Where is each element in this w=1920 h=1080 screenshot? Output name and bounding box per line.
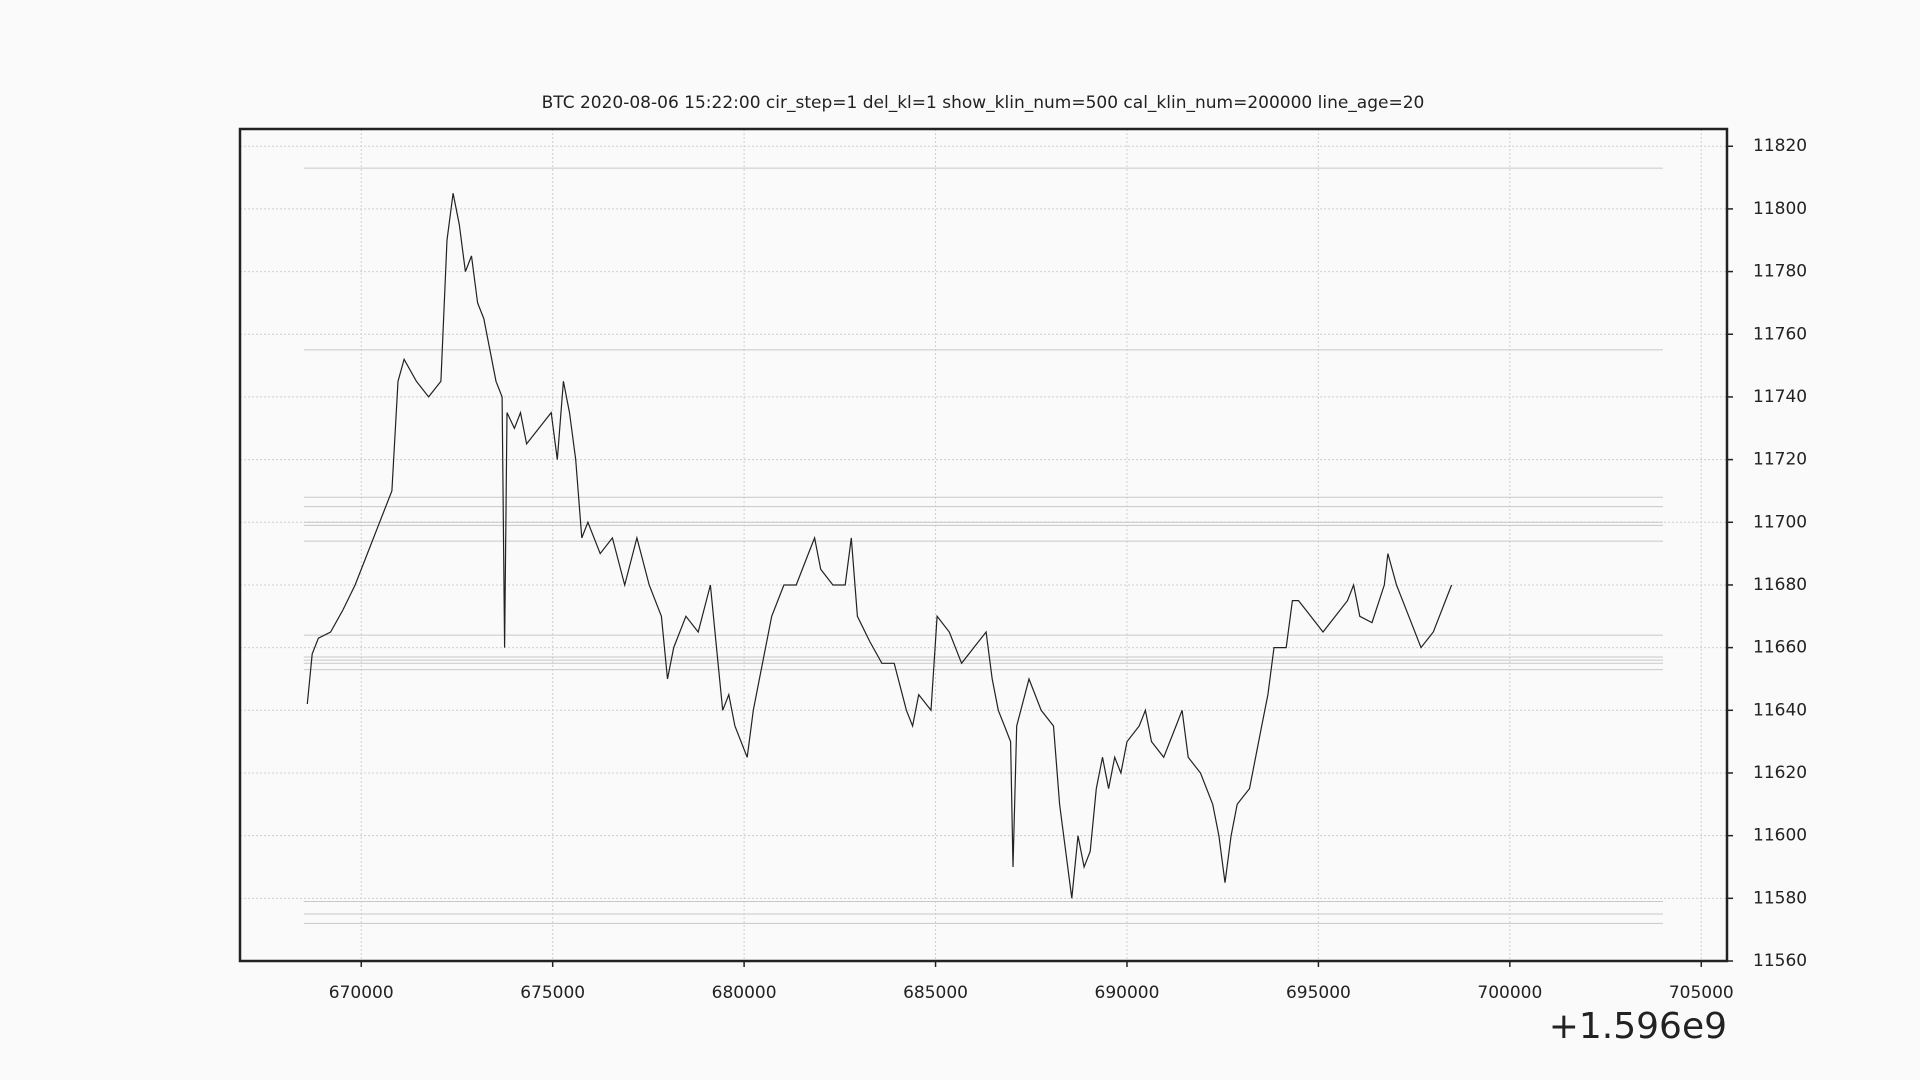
y-tick-label: 11660 xyxy=(1753,638,1807,658)
y-tick-label: 11820 xyxy=(1753,136,1807,156)
x-tick-label: 705000 xyxy=(1669,983,1734,1003)
chart-title: BTC 2020-08-06 15:22:00 cir_step=1 del_k… xyxy=(542,93,1425,113)
y-tick-label: 11600 xyxy=(1753,826,1807,846)
y-tick-label: 11620 xyxy=(1753,763,1807,783)
y-tick-label: 11700 xyxy=(1753,512,1807,532)
y-tick-label: 11580 xyxy=(1753,888,1807,908)
x-tick-label: 695000 xyxy=(1286,983,1351,1003)
x-tick-label: 690000 xyxy=(1095,983,1160,1003)
y-tick-label: 11760 xyxy=(1753,324,1807,344)
y-tick-label: 11720 xyxy=(1753,450,1807,470)
plot-frame xyxy=(238,127,1729,963)
x-tick-label: 670000 xyxy=(329,983,394,1003)
y-tick-label: 11640 xyxy=(1753,700,1807,720)
y-tick-label: 11740 xyxy=(1753,387,1807,407)
x-tick-label: 700000 xyxy=(1477,983,1542,1003)
y-tick-label: 11780 xyxy=(1753,262,1807,282)
x-tick-label: 685000 xyxy=(903,983,968,1003)
price-line xyxy=(306,193,1453,899)
y-tick-label: 11680 xyxy=(1753,575,1807,595)
x-tick-label: 675000 xyxy=(520,983,585,1003)
y-tick-label: 11800 xyxy=(1753,199,1807,219)
x-offset-label: +1.596e9 xyxy=(1549,1006,1727,1047)
x-tick-label: 680000 xyxy=(712,983,777,1003)
y-tick-label: 11560 xyxy=(1753,951,1807,971)
